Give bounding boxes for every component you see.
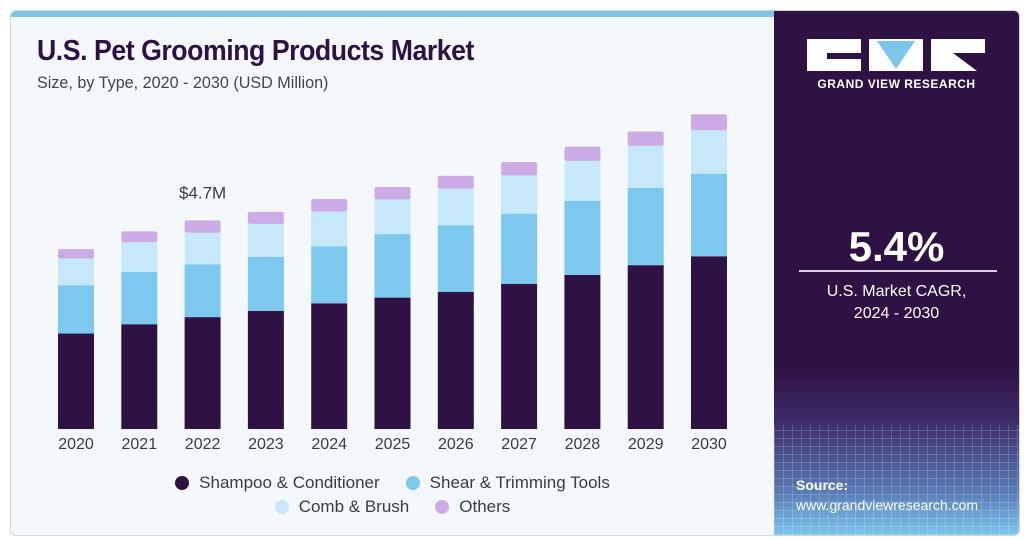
bar-segment-shampoo-2023 <box>247 310 284 429</box>
bar-segment-others-2026 <box>437 175 474 189</box>
bar-segment-others-2023 <box>247 211 284 224</box>
legend-item-shampoo: Shampoo & Conditioner <box>175 473 380 493</box>
bar-segment-comb-2029 <box>627 145 664 188</box>
bar-segment-shampoo-2030 <box>691 256 727 429</box>
bar-segment-shear-2021 <box>121 271 158 325</box>
legend-item-shear: Shear & Trimming Tools <box>405 473 610 493</box>
bar-segment-shear-2030 <box>691 173 727 257</box>
bar-segment-shampoo-2025 <box>374 297 411 429</box>
bar-segment-comb-2024 <box>311 211 348 247</box>
bar-segment-comb-2030 <box>691 130 727 174</box>
gvr-logo-icon <box>807 39 985 71</box>
bar-segment-others-2021 <box>121 231 158 243</box>
x-tick-label: 2027 <box>501 436 537 453</box>
bar-segment-shear-2025 <box>374 234 411 298</box>
bar-segment-shear-2022 <box>184 264 221 318</box>
x-tick-label: 2020 <box>58 436 94 453</box>
bar-segment-shampoo-2029 <box>627 265 664 429</box>
legend-item-comb: Comb & Brush <box>274 497 410 517</box>
bar-segment-shampoo-2022 <box>184 317 221 429</box>
x-tick-label: 2029 <box>628 436 664 453</box>
bar-segment-comb-2028 <box>564 160 601 201</box>
legend-swatch-comb <box>274 500 289 514</box>
legend-swatch-others <box>435 500 450 514</box>
bar-segment-shear-2026 <box>437 225 474 292</box>
bar-segment-others-2024 <box>311 199 348 212</box>
bar-segment-others-2025 <box>374 187 411 200</box>
bar-segment-comb-2020 <box>58 258 94 286</box>
x-tick-label: 2024 <box>311 436 347 453</box>
x-tick-label: 2023 <box>248 436 284 453</box>
legend-label: Shampoo & Conditioner <box>199 473 380 492</box>
bar-segment-shampoo-2020 <box>58 333 94 429</box>
chart-legend: Shampoo & Conditioner Shear & Trimming T… <box>11 471 774 519</box>
x-tick-label: 2026 <box>438 436 474 453</box>
x-tick-label: 2030 <box>691 436 727 453</box>
cagr-label: U.S. Market CAGR, 2024 - 2030 <box>774 281 1019 325</box>
source-link[interactable]: www.grandviewresearch.com <box>796 497 979 513</box>
bar-segment-others-2030 <box>691 114 727 131</box>
bar-segment-shampoo-2021 <box>121 324 158 429</box>
bar-segment-comb-2022 <box>184 232 221 265</box>
data-label-total: $4.7M <box>179 183 226 202</box>
bar-segment-others-2022 <box>184 220 221 233</box>
bar-segment-shampoo-2027 <box>501 283 538 429</box>
bar-segment-shampoo-2028 <box>564 274 601 429</box>
bar-segment-comb-2026 <box>437 188 474 226</box>
bar-segment-shear-2027 <box>501 213 538 284</box>
legend-swatch-shampoo <box>175 476 190 490</box>
legend-label: Others <box>459 497 511 516</box>
divider <box>799 270 997 272</box>
bar-segment-comb-2027 <box>501 175 538 214</box>
x-tick-label: 2022 <box>185 436 221 453</box>
legend-swatch-shear <box>405 476 420 490</box>
legend-item-others: Others <box>435 497 510 517</box>
summary-panel: GRAND VIEW RESEARCH 5.4% U.S. Market CAG… <box>774 11 1019 535</box>
infographic-card: U.S. Pet Grooming Products Market Size, … <box>10 10 1020 536</box>
cagr-value: 5.4% <box>848 223 945 270</box>
chart-title: U.S. Pet Grooming Products Market <box>37 35 474 67</box>
cagr-label-line1: U.S. Market CAGR, <box>826 283 967 300</box>
bar-segment-others-2027 <box>501 162 538 176</box>
legend-label: Shear & Trimming Tools <box>429 473 610 492</box>
bar-segment-others-2028 <box>564 146 601 161</box>
bar-segment-comb-2023 <box>247 223 284 257</box>
x-tick-label: 2025 <box>375 436 411 453</box>
x-tick-label: 2028 <box>565 436 601 453</box>
cagr-label-line2: 2024 - 2030 <box>853 305 940 322</box>
brand-name: GRAND VIEW RESEARCH <box>817 77 976 91</box>
decorative-grid <box>774 425 1019 535</box>
accent-strip <box>11 11 774 17</box>
bar-segment-shear-2029 <box>627 187 664 266</box>
bar-segment-others-2029 <box>627 131 664 146</box>
bar-segment-comb-2021 <box>121 242 158 272</box>
stacked-bar-chart: 2020 2021 2022 $4.7M 2023 2024 2025 2026 2027 202… <box>58 114 727 453</box>
bar-segment-shear-2028 <box>564 200 601 275</box>
source-heading: Source: <box>796 477 849 493</box>
bar-segment-shear-2024 <box>311 246 348 304</box>
bar-segment-shear-2020 <box>58 285 94 334</box>
bar-segment-comb-2025 <box>374 199 411 235</box>
chart-subtitle: Size, by Type, 2020 - 2030 (USD Million) <box>37 73 329 92</box>
bar-segment-shampoo-2024 <box>311 303 348 429</box>
bar-segment-others-2020 <box>58 249 94 259</box>
x-tick-label: 2021 <box>122 436 158 453</box>
bar-segment-shear-2023 <box>247 256 284 311</box>
bar-segment-shampoo-2026 <box>437 291 474 429</box>
legend-label: Comb & Brush <box>298 497 410 516</box>
